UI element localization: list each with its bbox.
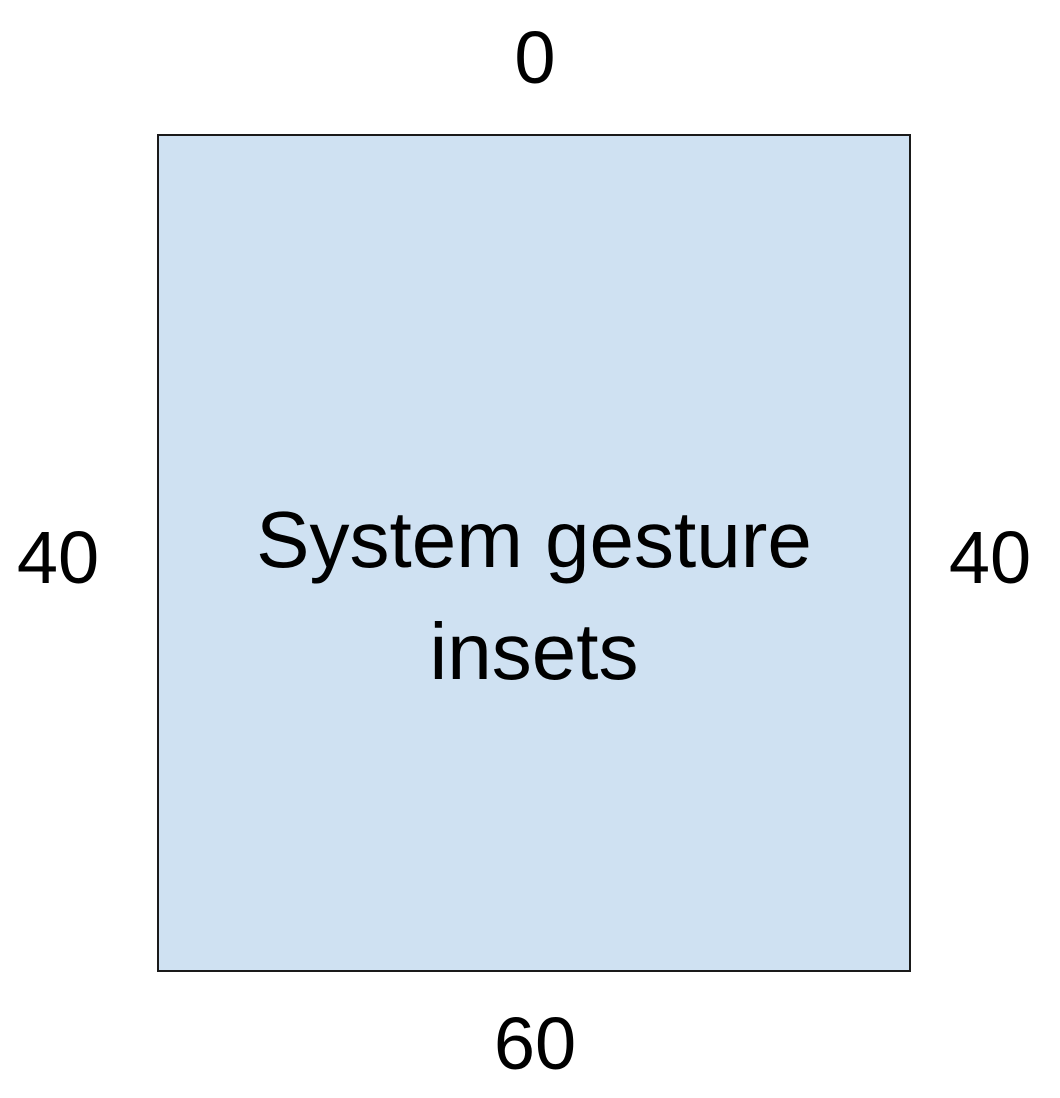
system-gesture-insets-box: System gesture insets bbox=[157, 134, 911, 972]
top-inset-value: 0 bbox=[514, 16, 556, 99]
right-inset-value: 40 bbox=[948, 516, 1032, 599]
bottom-inset-value: 60 bbox=[493, 1002, 577, 1085]
box-label: System gesture insets bbox=[256, 495, 812, 696]
left-inset-value: 40 bbox=[16, 516, 100, 599]
